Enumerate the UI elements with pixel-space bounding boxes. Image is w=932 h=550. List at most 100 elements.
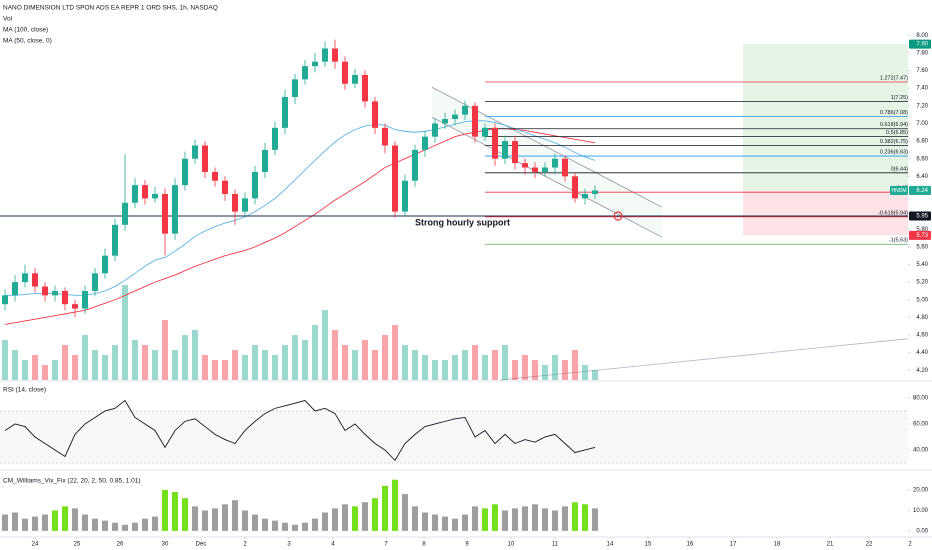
fib-label: 0(6.44) [891,166,909,172]
fib-label: -1(5.63) [889,238,908,244]
volume-bar [272,355,278,380]
volume-bar [462,350,468,380]
x-tick-label: 11 [552,542,559,548]
volume-bar [12,350,18,380]
volume-bar [392,325,398,380]
vix-bar [322,512,328,531]
y-tick-label: 6.40 [916,174,928,180]
candle-body [422,136,428,150]
y-tick-label: 40.00 [913,448,929,454]
target-label: 7.90 [916,42,928,48]
volume-bar [62,345,68,380]
volume-bar [482,355,488,380]
candle-body [562,158,568,177]
candle-body [312,61,318,67]
x-tick-label: 30 [162,542,169,548]
volume-bar [362,340,368,380]
vix-bar [362,502,368,531]
vix-bar [332,508,338,531]
x-tick-label: 24 [32,542,39,548]
candle-body [402,180,408,212]
x-tick-label: 9 [465,542,469,548]
support-annotation: Strong hourly support [415,217,510,227]
candle-body [112,224,118,256]
candle-body [302,66,308,80]
volume-bar [342,345,348,380]
vix-bar [492,504,498,531]
rsi-line [4,399,596,462]
symbol-title: NANO DIMENSION LTD SPON ADS EA REPR 1 OR… [3,5,218,12]
volume-bar [572,350,578,380]
fib-label: 0.382(6.75) [880,139,908,145]
x-tick-label: Dec [196,542,207,548]
x-tick-label: 4 [331,542,335,548]
vix-bar [192,506,198,531]
candle-body [212,171,218,181]
volume-bar [312,325,318,380]
x-tick-label: 2 [908,542,912,548]
candle-body [452,114,458,120]
vix-bar [312,518,318,531]
candle-body [542,167,548,172]
x-tick-label: 18 [774,542,781,548]
volume-bar [282,345,288,380]
volume-bar [222,360,228,380]
candle-body [122,202,128,225]
y-tick-label: 5.80 [916,227,928,233]
moving-average [5,120,596,296]
vix-bar [522,506,528,531]
candle-body [472,105,478,137]
y-tick-label: 60.00 [913,422,929,428]
fib-label: 0.618(6.94) [880,122,908,128]
candle-body [72,304,78,309]
y-tick-label: 80.00 [913,396,929,402]
vix-bar [142,518,148,531]
y-tick-label: 4.20 [916,368,928,374]
y-tick-label: 5.40 [916,262,928,268]
vix-bar [172,491,178,531]
vix-bar [282,522,288,531]
volume-bar [402,345,408,380]
candle-body [272,127,278,150]
candle-body [582,193,588,199]
vix-bar [82,514,88,531]
vix-title: CM_Williams_Vix_Fix (22, 20, 2, 50, 0.85… [3,478,141,485]
vix-bar [392,479,398,531]
vix-bar [122,524,128,531]
y-tick-label: 4.80 [916,315,928,321]
vix-bar [292,524,298,531]
rsi-title: RSI (14, close) [3,387,46,394]
y-tick-label: 7.40 [916,86,928,92]
volume-bar [442,360,448,380]
vix-bar [22,518,28,531]
vix-bar [582,504,588,531]
vix-bar [382,485,388,531]
volume-bar [242,355,248,380]
x-tick-label: 15 [645,542,652,548]
legend-entry: MA (50, close, 0) [3,38,52,45]
candle-body [352,74,358,84]
volume-bar [452,355,458,380]
fib-label: 0.786(7.08) [880,110,908,116]
vix-bar [2,514,8,531]
volume-bar [72,355,78,380]
rsi-band [0,410,908,463]
x-tick-label: 22 [866,542,873,548]
x-tick-label: 3 [287,542,291,548]
vix-bar [152,516,158,531]
volume-bar [512,360,518,380]
volume-bar [32,355,38,380]
volume-bar [202,355,208,380]
volume-bar [592,370,598,380]
volume-bar [122,285,128,380]
vix-bar [432,514,438,531]
volume-bar [192,330,198,380]
volume-bar [332,330,338,380]
candle-body [92,273,98,291]
vix-bar [592,508,598,531]
y-tick-label: 6.80 [916,139,928,145]
volume-bar [492,350,498,380]
x-tick-label: 8 [422,542,426,548]
candle-body [252,171,258,199]
